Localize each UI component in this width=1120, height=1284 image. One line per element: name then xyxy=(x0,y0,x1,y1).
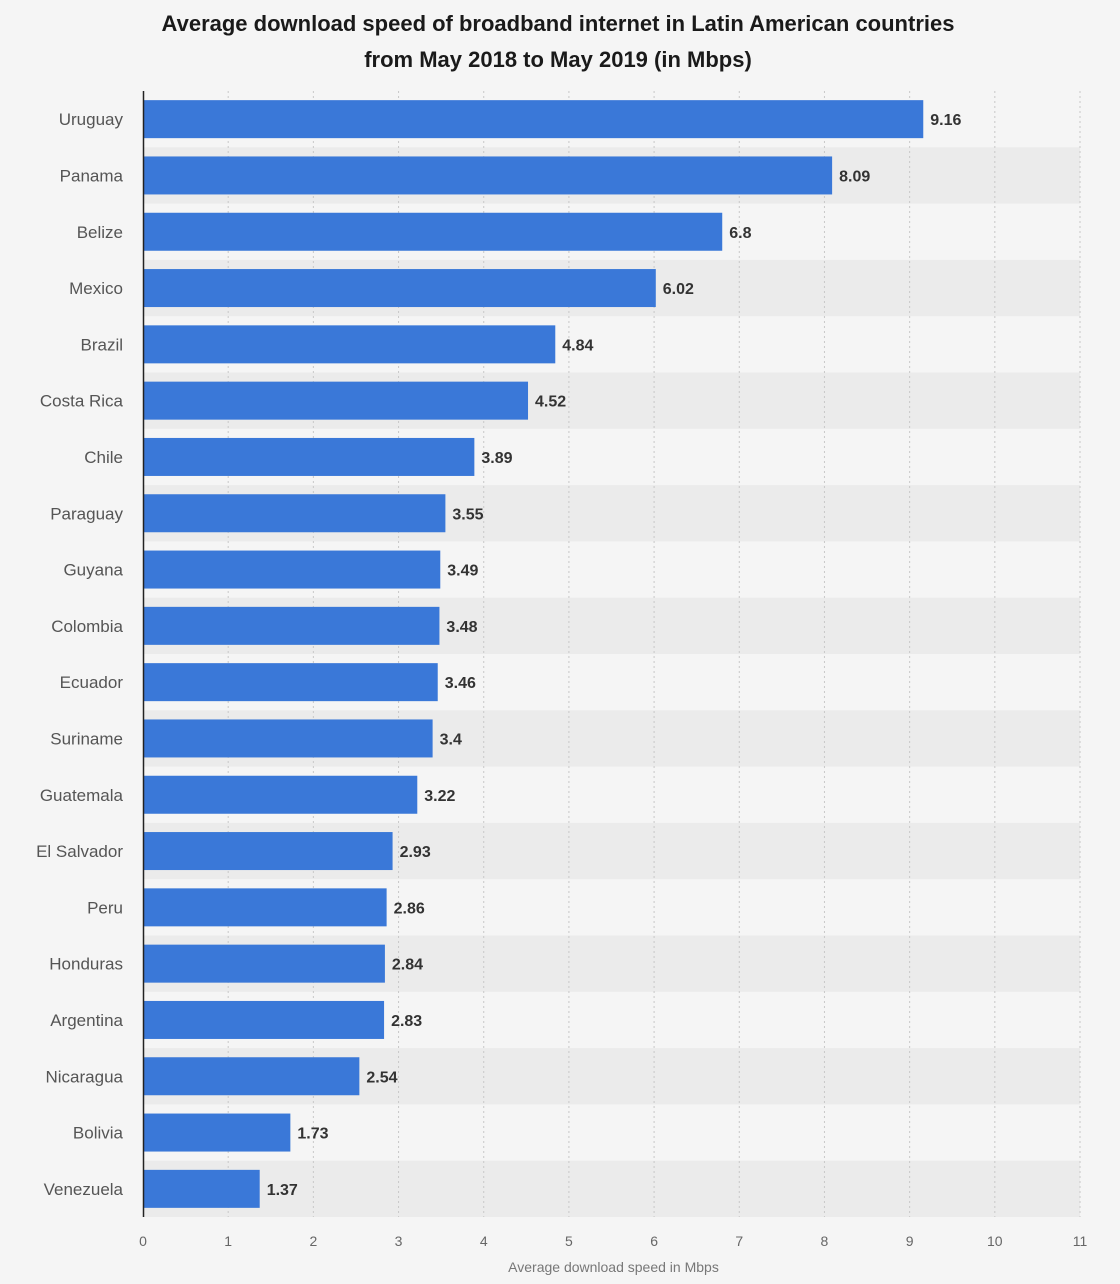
category-label: Costa Rica xyxy=(40,392,124,411)
value-label: 4.52 xyxy=(535,394,566,411)
bars xyxy=(143,100,924,1208)
value-label: 2.93 xyxy=(400,844,431,861)
value-label: 1.73 xyxy=(297,1126,328,1143)
bar[interactable] xyxy=(143,1057,360,1096)
bar[interactable] xyxy=(143,944,385,983)
value-label: 2.54 xyxy=(366,1069,397,1086)
value-label: 2.84 xyxy=(392,957,423,974)
value-label: 9.16 xyxy=(930,112,961,129)
category-label: Argentina xyxy=(50,1011,123,1030)
value-label: 4.84 xyxy=(562,337,593,354)
category-label: Bolivia xyxy=(73,1124,124,1143)
category-label: Guatemala xyxy=(40,786,124,805)
bar[interactable] xyxy=(143,494,446,533)
x-tick-labels: 0 1 2 3 4 5 6 7 8 9 10 11 xyxy=(139,1233,1087,1249)
category-label: Panama xyxy=(60,166,124,185)
x-tick-label: 4 xyxy=(480,1233,488,1249)
x-tick-label: 3 xyxy=(395,1233,403,1249)
x-tick-label: 11 xyxy=(1073,1233,1088,1249)
category-label: Mexico xyxy=(69,279,123,298)
value-label: 8.09 xyxy=(839,168,870,185)
bar[interactable] xyxy=(143,381,529,420)
category-label: Venezuela xyxy=(44,1180,124,1199)
value-label: 1.37 xyxy=(267,1182,298,1199)
value-label: 3.4 xyxy=(440,731,462,748)
category-label: Colombia xyxy=(51,617,123,636)
bar[interactable] xyxy=(143,550,441,589)
value-label: 6.02 xyxy=(663,281,694,298)
bar[interactable] xyxy=(143,1113,291,1152)
category-label: Uruguay xyxy=(59,110,124,129)
category-label: Nicaragua xyxy=(46,1067,124,1086)
value-label: 3.89 xyxy=(481,450,512,467)
x-tick-label: 2 xyxy=(309,1233,317,1249)
bar[interactable] xyxy=(143,832,393,871)
category-label: Brazil xyxy=(80,335,123,354)
bar[interactable] xyxy=(143,606,440,645)
value-label: 2.83 xyxy=(391,1013,422,1030)
bar[interactable] xyxy=(143,1000,385,1039)
bar[interactable] xyxy=(143,888,387,927)
category-labels: Uruguay Panama Belize Mexico Brazil Costa Ric… xyxy=(36,110,123,1199)
value-label: 2.86 xyxy=(394,900,425,917)
category-label: Paraguay xyxy=(50,504,123,523)
value-label: 3.48 xyxy=(446,619,477,636)
x-tick-label: 0 xyxy=(139,1233,147,1249)
category-label: Guyana xyxy=(63,561,123,580)
x-tick-label: 9 xyxy=(906,1233,914,1249)
chart-title: Average download speed of broadband inte… xyxy=(0,6,1116,78)
x-axis-title: Average download speed in Mbps xyxy=(508,1259,719,1275)
value-label: 3.46 xyxy=(445,675,476,692)
category-label: Peru xyxy=(87,898,123,917)
x-tick-label: 10 xyxy=(987,1233,1003,1249)
value-label: 3.49 xyxy=(447,563,478,580)
bar[interactable] xyxy=(143,775,418,814)
bar[interactable] xyxy=(143,325,556,364)
row-band xyxy=(143,1160,1080,1217)
x-tick-label: 6 xyxy=(650,1233,658,1249)
chart-title-line2: from May 2018 to May 2019 (in Mbps) xyxy=(364,47,752,72)
category-label: Belize xyxy=(77,223,123,242)
x-tick-label: 1 xyxy=(224,1233,232,1249)
x-tick-label: 8 xyxy=(821,1233,829,1249)
bar[interactable] xyxy=(143,437,475,476)
value-label: 3.22 xyxy=(424,788,455,805)
bar[interactable] xyxy=(143,1169,260,1208)
bar[interactable] xyxy=(143,156,833,195)
category-label: El Salvador xyxy=(36,842,123,861)
category-label: Chile xyxy=(84,448,123,467)
x-tick-label: 5 xyxy=(565,1233,573,1249)
value-labels: 9.16 8.09 6.8 6.02 4.84 4.52 3.89 3.55 3.49 3.48 3… xyxy=(267,112,962,1199)
bar[interactable] xyxy=(143,269,656,308)
bar[interactable] xyxy=(143,663,438,702)
x-tick-label: 7 xyxy=(735,1233,743,1249)
bar[interactable] xyxy=(143,212,723,251)
bar[interactable] xyxy=(143,100,924,139)
category-label: Ecuador xyxy=(60,673,124,692)
category-label: Honduras xyxy=(49,955,123,974)
value-label: 6.8 xyxy=(729,225,751,242)
bar[interactable] xyxy=(143,719,433,758)
category-label: Suriname xyxy=(50,729,123,748)
chart-title-line1: Average download speed of broadband inte… xyxy=(161,11,955,36)
value-label: 3.55 xyxy=(452,506,483,523)
